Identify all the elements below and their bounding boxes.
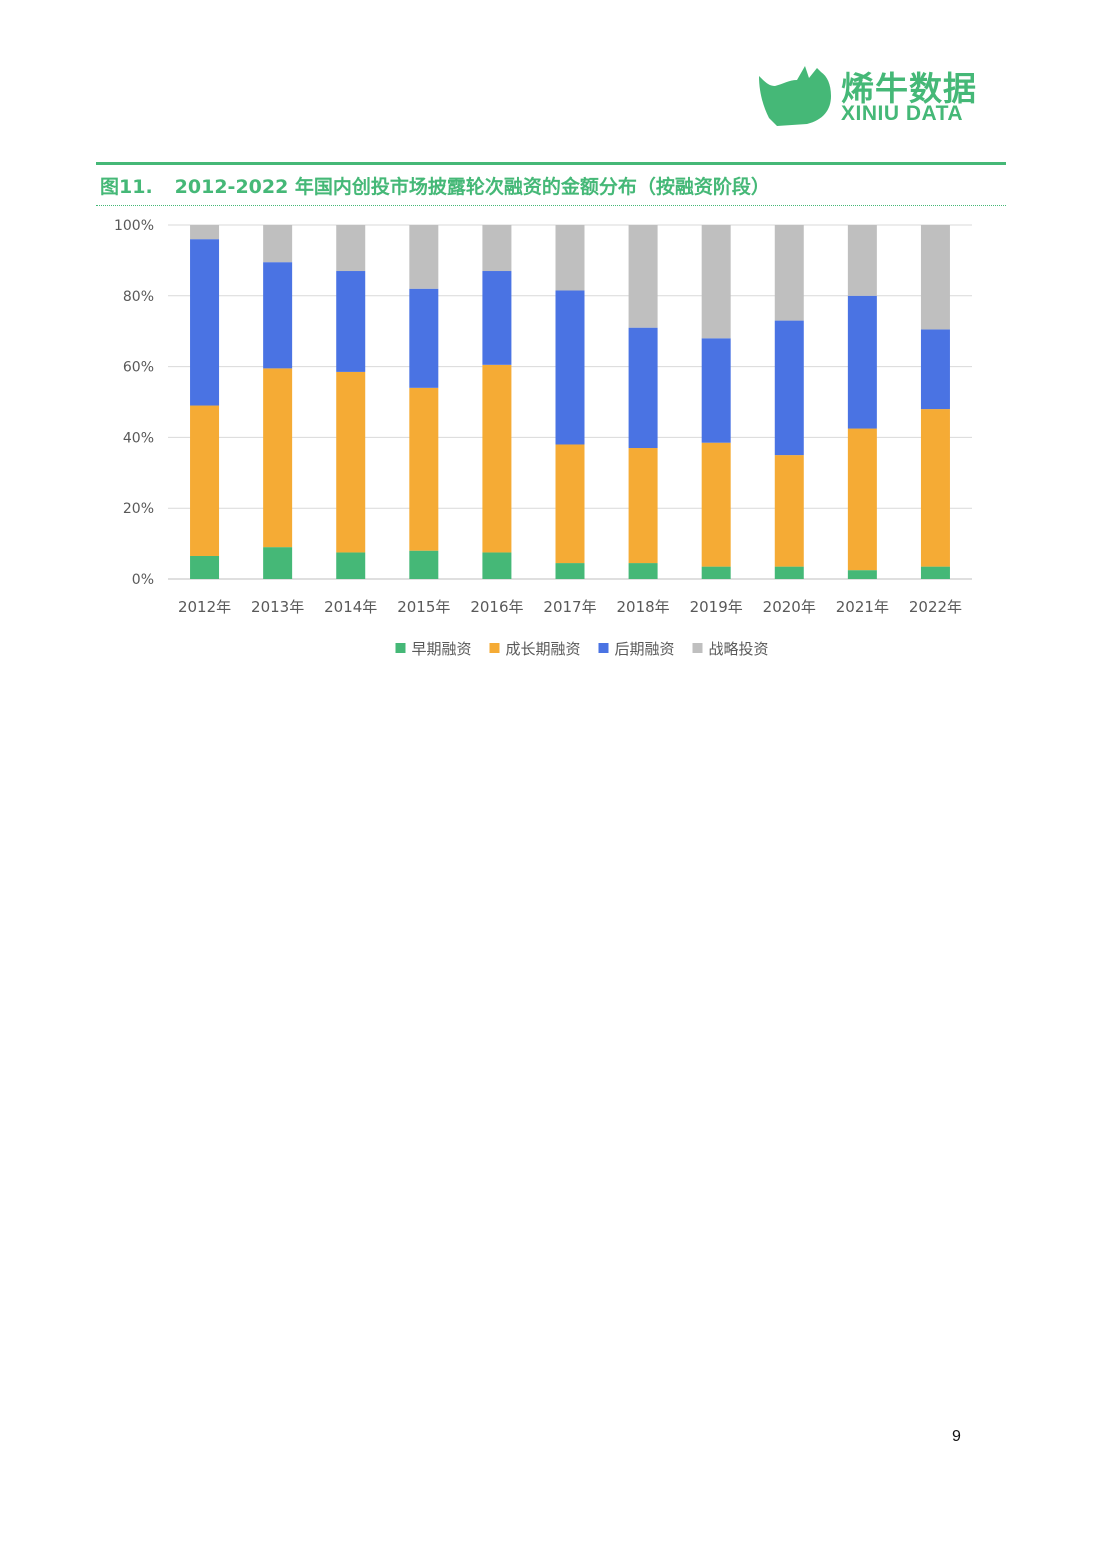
y-tick-label: 80% bbox=[123, 289, 154, 305]
bar-segment bbox=[555, 444, 585, 564]
legend-label: 成长期融资 bbox=[506, 640, 581, 658]
x-tick-label: 2022年 bbox=[909, 598, 962, 616]
legend-swatch bbox=[692, 643, 703, 653]
legend-swatch bbox=[598, 643, 609, 653]
bar-segment bbox=[701, 566, 731, 579]
bar-segment bbox=[409, 387, 439, 551]
y-tick-label: 20% bbox=[123, 501, 154, 517]
brand-name-cn: 烯牛数据 bbox=[841, 69, 977, 108]
y-axis-ticks: 0% 20% 40% 60% 80% 100% bbox=[114, 218, 154, 588]
bar-segment bbox=[190, 555, 220, 579]
bar-segment bbox=[336, 552, 366, 579]
bar-segment bbox=[482, 225, 512, 272]
figure-number: 图11. bbox=[100, 176, 153, 198]
bar-segment bbox=[701, 225, 731, 339]
bar-segment bbox=[701, 442, 731, 567]
legend-label: 战略投资 bbox=[709, 640, 769, 658]
bar-segment bbox=[920, 225, 950, 330]
bar-segment bbox=[920, 329, 950, 410]
x-tick-label: 2020年 bbox=[763, 598, 816, 616]
bar-segment bbox=[263, 225, 293, 263]
bar-segment bbox=[482, 364, 512, 553]
bar-segment bbox=[190, 225, 220, 240]
bar-segment bbox=[263, 262, 293, 369]
bar-segment bbox=[847, 225, 877, 296]
page-number: 9 bbox=[952, 1428, 961, 1445]
y-tick-label: 0% bbox=[132, 572, 154, 588]
brand-name-en: XINIU DATA bbox=[841, 102, 964, 125]
bar-segment bbox=[555, 563, 585, 579]
bar-segment bbox=[190, 405, 220, 556]
bar-segment bbox=[847, 295, 877, 429]
bar-segment bbox=[628, 327, 658, 449]
x-tick-label: 2015年 bbox=[397, 598, 450, 616]
chart-bars bbox=[190, 225, 950, 579]
legend-label: 后期融资 bbox=[615, 640, 675, 658]
bar-segment bbox=[409, 550, 439, 579]
bar-segment bbox=[555, 290, 585, 445]
bar-segment bbox=[847, 428, 877, 571]
legend-swatch bbox=[489, 643, 500, 653]
x-tick-label: 2014年 bbox=[324, 598, 377, 616]
y-tick-label: 40% bbox=[123, 430, 154, 446]
legend-label: 早期融资 bbox=[412, 640, 472, 658]
bar-segment bbox=[774, 566, 804, 579]
header-rule bbox=[96, 162, 1006, 165]
x-tick-label: 2017年 bbox=[543, 598, 596, 616]
bar-segment bbox=[628, 448, 658, 564]
chart-legend: 早期融资 成长期融资 后期融资 战略投资 bbox=[395, 640, 769, 658]
figure-caption: 2012-2022 年国内创投市场披露轮次融资的金额分布（按融资阶段） bbox=[174, 176, 770, 198]
legend-swatch bbox=[395, 643, 406, 653]
x-tick-label: 2021年 bbox=[836, 598, 889, 616]
brand-logo: 烯牛数据 XINIU DATA bbox=[755, 60, 995, 132]
title-divider bbox=[96, 205, 1006, 206]
bar-segment bbox=[190, 239, 220, 406]
bar-segment bbox=[336, 225, 366, 272]
x-tick-label: 2012年 bbox=[178, 598, 231, 616]
bar-segment bbox=[409, 288, 439, 388]
bar-segment bbox=[628, 225, 658, 328]
bar-segment bbox=[263, 547, 293, 579]
bar-segment bbox=[482, 552, 512, 579]
figure-title: 图11. 2012-2022 年国内创投市场披露轮次融资的金额分布（按融资阶段） bbox=[100, 172, 770, 199]
x-tick-label: 2019年 bbox=[690, 598, 743, 616]
y-tick-label: 60% bbox=[123, 360, 154, 376]
x-tick-label: 2018年 bbox=[616, 598, 669, 616]
x-tick-label: 2013年 bbox=[251, 598, 304, 616]
bar-segment bbox=[774, 455, 804, 567]
x-tick-label: 2016年 bbox=[470, 598, 523, 616]
bar-segment bbox=[920, 566, 950, 579]
bar-segment bbox=[701, 338, 731, 443]
bar-segment bbox=[482, 271, 512, 365]
rhino-icon bbox=[759, 66, 831, 126]
bar-segment bbox=[628, 563, 658, 579]
y-tick-label: 100% bbox=[114, 218, 154, 234]
bar-segment bbox=[847, 570, 877, 579]
bar-segment bbox=[263, 368, 293, 548]
x-axis-ticks: 2012年 2013年 2014年 2015年 2016年 2017年 2018年 2019年… bbox=[178, 598, 962, 616]
bar-segment bbox=[336, 271, 366, 372]
bar-segment bbox=[774, 320, 804, 456]
stacked-bar-chart: 0%20%40%60%80%100% 2012年 2013年 2014年 2015年 2… bbox=[114, 218, 972, 658]
bar-segment bbox=[774, 225, 804, 321]
bar-segment bbox=[336, 371, 366, 553]
bar-segment bbox=[920, 409, 950, 567]
bar-segment bbox=[409, 225, 439, 289]
bar-segment bbox=[555, 225, 585, 291]
